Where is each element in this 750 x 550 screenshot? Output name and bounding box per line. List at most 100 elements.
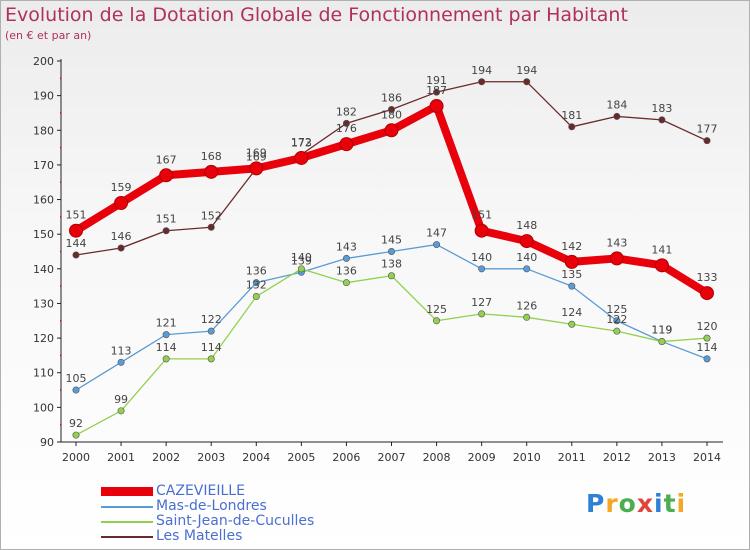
data-label-les-matelles: 181: [561, 109, 582, 122]
y-tick-label: 120: [33, 332, 54, 345]
data-point-cazevieille: [609, 251, 624, 266]
data-label-mas-de-londres: 122: [201, 313, 222, 326]
x-tick-label: 2009: [468, 451, 496, 464]
data-label-mas-de-londres: 113: [111, 344, 132, 357]
data-point-saint-jean-de-cuculles: [478, 310, 486, 318]
data-point-saint-jean-de-cuculles: [658, 338, 666, 346]
data-label-les-matelles: 194: [471, 64, 492, 77]
data-label-les-matelles: 194: [516, 64, 537, 77]
data-label-cazevieille: 168: [201, 150, 222, 163]
logo-letter: r: [605, 489, 619, 518]
data-label-mas-de-londres: 114: [697, 341, 718, 354]
data-point-saint-jean-de-cuculles: [387, 272, 395, 280]
y-tick-label: 160: [33, 194, 54, 207]
data-label-saint-jean-de-cuculles: 125: [426, 303, 447, 316]
data-point-cazevieille: [429, 99, 444, 114]
data-label-cazevieille: 143: [606, 236, 627, 249]
x-tick-label: 2005: [287, 451, 315, 464]
data-point-les-matelles: [117, 244, 125, 252]
data-point-saint-jean-de-cuculles: [523, 313, 531, 321]
data-point-saint-jean-de-cuculles: [613, 327, 621, 335]
data-point-saint-jean-de-cuculles: [207, 355, 215, 363]
data-point-saint-jean-de-cuculles: [252, 293, 260, 301]
data-label-saint-jean-de-cuculles: 92: [69, 417, 83, 430]
data-point-cazevieille: [519, 234, 534, 249]
data-label-les-matelles: 146: [111, 230, 132, 243]
data-point-saint-jean-de-cuculles: [703, 334, 711, 342]
data-label-mas-de-londres: 145: [381, 234, 402, 247]
data-point-mas-de-londres: [117, 358, 125, 366]
y-tick-label: 140: [33, 263, 54, 276]
data-label-mas-de-londres: 125: [606, 303, 627, 316]
data-point-saint-jean-de-cuculles: [568, 320, 576, 328]
x-tick-label: 2007: [378, 451, 406, 464]
y-tick-label: 190: [33, 90, 54, 103]
data-label-mas-de-londres: 136: [246, 265, 267, 278]
data-label-saint-jean-de-cuculles: 127: [471, 296, 492, 309]
data-point-mas-de-londres: [342, 254, 350, 262]
x-tick-label: 2012: [603, 451, 631, 464]
data-point-mas-de-londres: [703, 355, 711, 363]
data-label-les-matelles: 151: [156, 213, 177, 226]
data-point-les-matelles: [342, 119, 350, 127]
data-point-saint-jean-de-cuculles: [297, 265, 305, 273]
data-label-cazevieille: 151: [471, 209, 492, 222]
data-label-saint-jean-de-cuculles: 114: [201, 341, 222, 354]
legend-swatch: [101, 520, 153, 523]
data-label-cazevieille: 148: [516, 219, 537, 232]
data-point-mas-de-londres: [433, 241, 441, 249]
y-tick-label: 200: [33, 55, 54, 68]
legend-label: Mas-de-Londres: [156, 498, 267, 514]
data-label-les-matelles: 177: [697, 123, 718, 136]
data-point-les-matelles: [207, 223, 215, 231]
x-tick-label: 2013: [648, 451, 676, 464]
data-label-saint-jean-de-cuculles: 132: [246, 279, 267, 292]
x-tick-label: 2004: [242, 451, 270, 464]
legend-label: Les Matelles: [156, 528, 243, 544]
logo-letter: x: [636, 489, 654, 518]
data-point-mas-de-londres: [613, 317, 621, 325]
x-tick-label: 2008: [423, 451, 451, 464]
data-point-les-matelles: [72, 251, 80, 259]
chart-subtitle: (en € et par an): [5, 29, 92, 42]
legend-item-les-matelles: Les Matelles: [101, 529, 314, 544]
data-label-cazevieille: 169: [246, 146, 267, 159]
data-label-mas-de-londres: 135: [561, 268, 582, 281]
data-label-saint-jean-de-cuculles: 120: [697, 320, 718, 333]
legend-label: Saint-Jean-de-Cuculles: [156, 513, 315, 529]
line-chart: 90 100 110 120 130 140 150 160 170 180 190 200 2000 2…: [33, 55, 723, 464]
data-label-les-matelles: 186: [381, 91, 402, 104]
data-point-mas-de-londres: [72, 386, 80, 394]
data-label-saint-jean-de-cuculles: 124: [561, 306, 582, 319]
data-point-les-matelles: [433, 88, 441, 96]
logo-letter: P: [586, 489, 606, 518]
x-tick-label: 2002: [152, 451, 180, 464]
data-label-mas-de-londres: 139: [291, 254, 312, 267]
data-point-mas-de-londres: [207, 327, 215, 335]
data-label-cazevieille: 142: [561, 240, 582, 253]
data-label-cazevieille: 167: [156, 153, 177, 166]
data-point-mas-de-londres: [478, 265, 486, 273]
legend-swatch: [101, 535, 153, 538]
data-label-cazevieille: 159: [111, 181, 132, 194]
y-tick-label: 90: [40, 436, 54, 449]
x-tick-label: 2014: [693, 451, 721, 464]
data-label-saint-jean-de-cuculles: 114: [156, 341, 177, 354]
data-point-mas-de-londres: [162, 331, 170, 339]
data-label-les-matelles: 144: [66, 237, 87, 250]
y-tick-label: 130: [33, 297, 54, 310]
data-point-cazevieille: [159, 168, 174, 183]
logo-letter: t: [663, 489, 677, 518]
proxiti-logo: Proxiti: [586, 489, 686, 518]
data-label-saint-jean-de-cuculles: 99: [114, 393, 128, 406]
data-label-cazevieille: 172: [291, 136, 312, 149]
data-label-les-matelles: 152: [201, 209, 222, 222]
legend-label: CAZEVIEILLE: [156, 483, 245, 499]
data-point-mas-de-londres: [387, 248, 395, 256]
legend-item-mas-de-londres: Mas-de-Londres: [101, 499, 314, 514]
data-label-les-matelles: 169: [246, 150, 267, 163]
data-point-mas-de-londres: [252, 279, 260, 287]
data-label-cazevieille: 180: [381, 108, 402, 121]
y-tick-label: 170: [33, 159, 54, 172]
